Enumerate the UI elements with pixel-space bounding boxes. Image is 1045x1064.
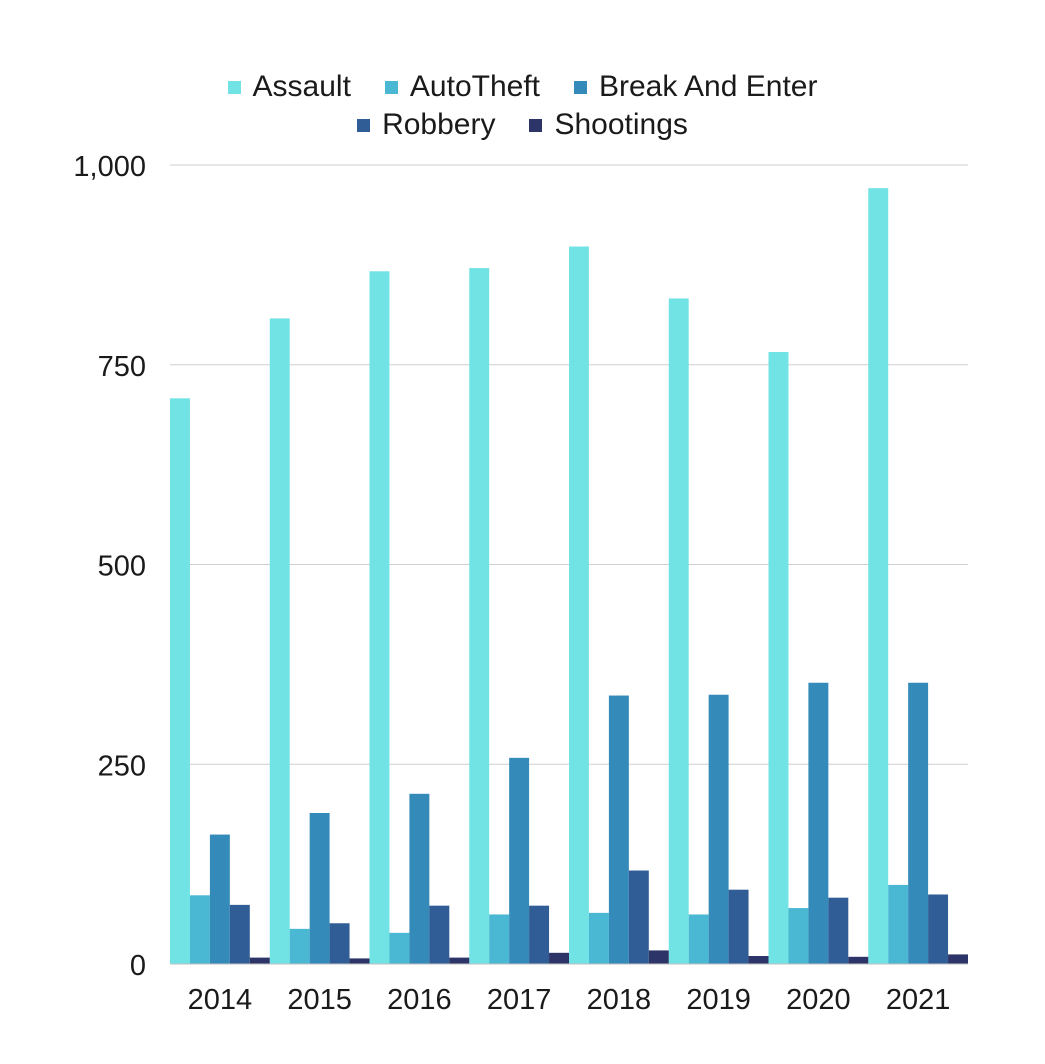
bar-autotheft-2020 [788,908,809,964]
bar-break-and-enter-2017 [509,757,530,964]
y-tick-label-500: 500 [98,551,146,583]
bar-shootings-2018 [648,950,669,964]
bar-assault-2021 [868,188,889,964]
bar-robbery-2019 [728,889,749,964]
y-tick-label-250: 250 [98,750,146,782]
bar-shootings-2019 [748,956,769,964]
legend-label-break-and-enter: Break And Enter [599,70,818,103]
legend: Assault AutoTheft Break And Enter Robber… [0,68,1045,144]
legend-swatch-break-and-enter [574,80,587,94]
bar-break-and-enter-2016 [409,793,430,964]
bar-shootings-2021 [948,954,968,964]
bar-autotheft-2019 [688,914,709,964]
legend-item-assault: Assault [227,68,351,106]
legend-row-1: Assault AutoTheft Break And Enter [0,68,1045,106]
bar-autotheft-2015 [289,928,310,964]
legend-swatch-robbery [357,118,371,132]
legend-label-robbery: Robbery [382,108,496,141]
legend-swatch-assault [227,80,241,94]
legend-item-autotheft: AutoTheft [384,68,540,106]
bar-autotheft-2016 [389,932,410,964]
legend-label-shootings: Shootings [554,108,688,141]
bar-robbery-2021 [928,894,949,964]
bar-autotheft-2021 [888,884,909,964]
bar-assault-2020 [768,351,789,964]
bar-assault-2019 [668,298,689,965]
x-tick-label-2017: 2017 [487,984,552,1016]
x-tick-label-2020: 2020 [786,984,851,1016]
y-tick-label-1000: 1,000 [73,151,146,183]
bar-robbery-2018 [628,870,649,964]
legend-item-break-and-enter: Break And Enter [574,68,817,106]
x-tick-label-2015: 2015 [287,984,352,1016]
x-tick-label-2019: 2019 [686,984,751,1016]
x-tick-label-2016: 2016 [387,984,452,1016]
x-tick-label-2018: 2018 [587,984,652,1016]
legend-label-assault: Assault [252,70,351,103]
bar-robbery-2020 [828,897,849,964]
x-tick-label-2021: 2021 [886,984,951,1016]
legend-swatch-shootings [529,118,543,132]
legend-item-shootings: Shootings [529,106,688,144]
legend-swatch-autotheft [384,80,398,94]
bar-break-and-enter-2020 [808,682,829,964]
bar-autotheft-2018 [588,912,609,964]
bar-shootings-2015 [349,958,370,964]
bar-assault-2017 [469,268,490,964]
bar-robbery-2017 [529,905,550,964]
bar-break-and-enter-2021 [908,682,929,964]
bar-break-and-enter-2018 [608,695,629,964]
bar-break-and-enter-2019 [708,694,729,964]
bar-robbery-2014 [229,904,250,964]
bar-robbery-2015 [329,923,350,964]
bar-assault-2016 [369,271,390,965]
bar-robbery-2016 [429,905,450,964]
bar-shootings-2020 [848,956,869,964]
legend-row-2: Robbery Shootings [0,106,1045,144]
legend-label-autotheft: AutoTheft [409,70,540,103]
bar-autotheft-2017 [489,914,510,964]
bar-assault-2014 [170,398,190,965]
x-tick-label-2014: 2014 [188,984,253,1016]
bar-break-and-enter-2015 [309,812,330,964]
bar-assault-2018 [569,246,589,965]
bar-assault-2015 [269,318,290,965]
y-tick-label-0: 0 [130,950,146,982]
bar-shootings-2017 [549,952,569,964]
bar-autotheft-2014 [189,895,210,964]
bar-shootings-2016 [449,957,470,964]
bar-break-and-enter-2014 [209,834,230,964]
bar-shootings-2014 [249,957,270,964]
legend-item-robbery: Robbery [357,106,495,144]
y-tick-label-750: 750 [98,351,146,383]
